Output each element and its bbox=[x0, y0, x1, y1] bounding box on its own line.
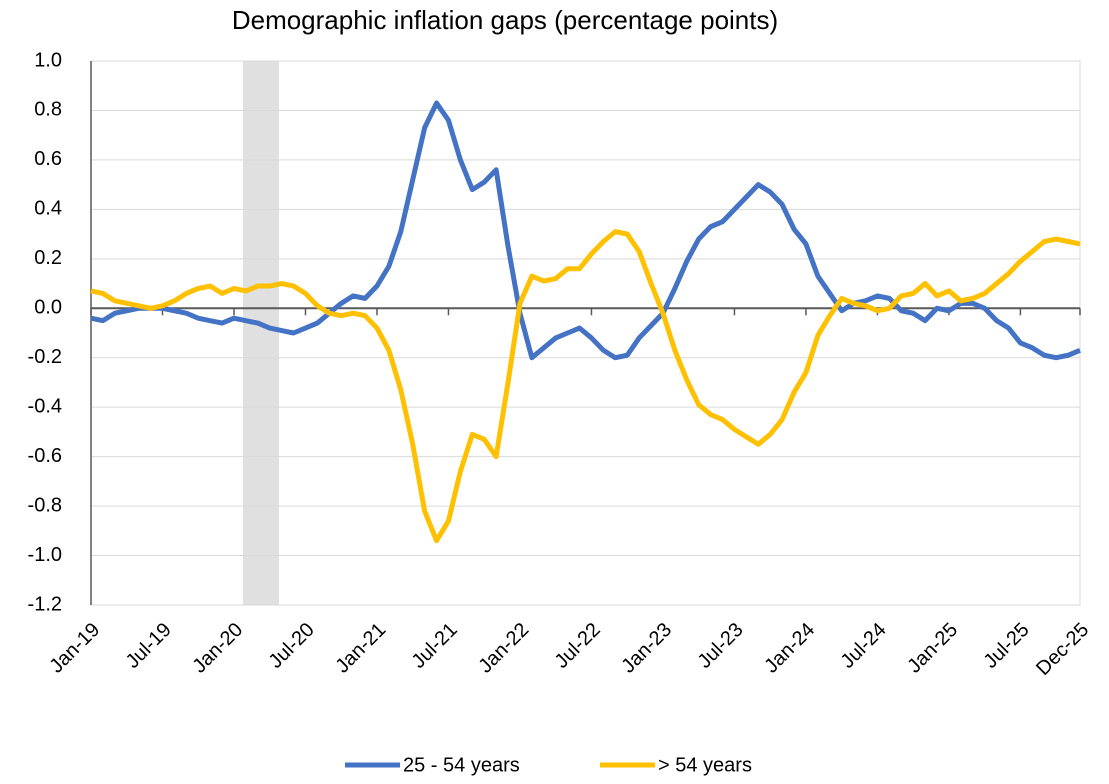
legend-label: > 54 years bbox=[658, 754, 752, 776]
x-tick-label: Jan-19 bbox=[45, 619, 104, 678]
y-tick-label: 0.4 bbox=[34, 198, 62, 220]
y-tick-label: 0.0 bbox=[34, 297, 62, 319]
y-tick-label: 0.2 bbox=[34, 247, 62, 269]
series-line bbox=[90, 100, 1081, 361]
x-tick-label: Jul-22 bbox=[551, 619, 605, 673]
y-tick-label: 1.0 bbox=[34, 49, 62, 71]
x-tick-label: Jan-25 bbox=[903, 619, 962, 678]
x-tick-label: Jan-21 bbox=[331, 619, 390, 678]
x-tick-label: Jan-22 bbox=[474, 619, 533, 678]
y-tick-label: -0.8 bbox=[28, 494, 62, 516]
y-tick-label: 0.6 bbox=[34, 148, 62, 170]
y-tick-label: -0.4 bbox=[28, 395, 62, 417]
legend-label: 25 - 54 years bbox=[403, 754, 520, 776]
x-tick-label: Jan-20 bbox=[188, 619, 247, 678]
y-tick-label: -1.2 bbox=[28, 593, 62, 615]
shaded-period bbox=[243, 61, 279, 605]
x-tick-label: Jul-20 bbox=[265, 619, 319, 673]
x-tick-label: Jan-24 bbox=[760, 619, 819, 678]
x-tick-label: Jul-25 bbox=[980, 619, 1034, 673]
chart-title: Demographic inflation gaps (percentage p… bbox=[232, 5, 778, 35]
x-tick-label: Jul-23 bbox=[694, 619, 748, 673]
y-tick-label: 0.8 bbox=[34, 99, 62, 121]
y-tick-label: -1.0 bbox=[28, 544, 62, 566]
x-tick-label: Jul-21 bbox=[408, 619, 462, 673]
x-tick-label: Jan-23 bbox=[617, 619, 676, 678]
x-tick-label: Jul-24 bbox=[837, 619, 891, 673]
x-tick-label: Dec-25 bbox=[1032, 619, 1093, 680]
y-tick-label: -0.2 bbox=[28, 346, 62, 368]
series-line bbox=[90, 229, 1081, 544]
x-tick-label: Jul-19 bbox=[122, 619, 176, 673]
y-tick-label: -0.6 bbox=[28, 445, 62, 467]
